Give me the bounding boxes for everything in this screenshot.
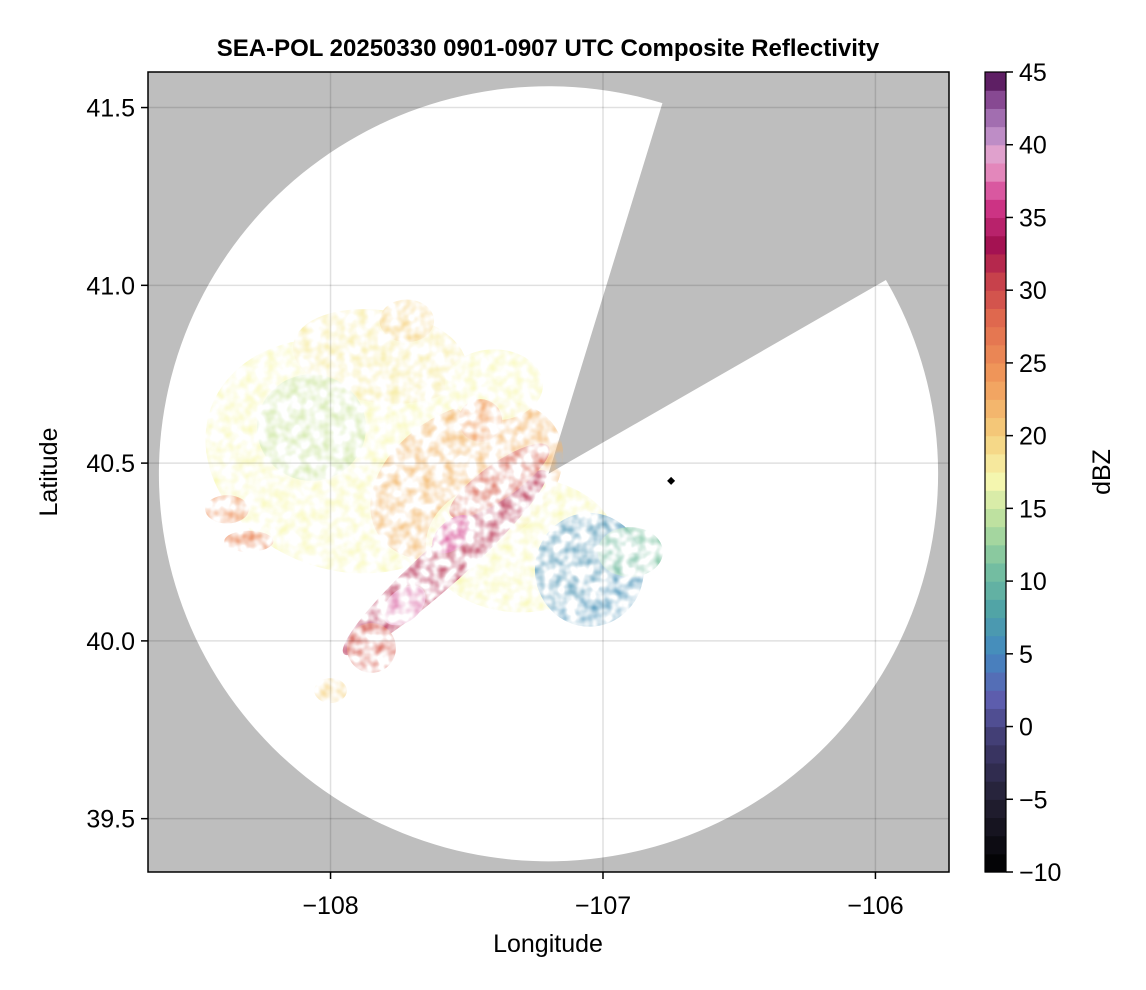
colorbar-segment xyxy=(985,472,1006,491)
echo-east-tail xyxy=(597,527,663,577)
echo-west-edge-cell xyxy=(205,495,249,524)
colorbar-segment xyxy=(985,617,1006,637)
colorbar-tick-label: 15 xyxy=(1019,495,1047,523)
colorbar-segment xyxy=(985,217,1006,237)
colorbar-segment xyxy=(985,162,1006,182)
colorbar-tick-label: 0 xyxy=(1019,714,1033,742)
y-axis-ticks: 39.5 40.0 40.5 41.0 41.5 xyxy=(86,95,148,834)
colorbar-segment xyxy=(985,544,1006,564)
colorbar-tick-label: 45 xyxy=(1019,59,1047,87)
colorbar-segment xyxy=(985,235,1006,255)
colorbar-label: dBZ xyxy=(1088,449,1116,495)
colorbar-segment xyxy=(985,653,1006,673)
colorbar-segment xyxy=(985,708,1006,728)
echo-central-cell xyxy=(458,399,503,442)
colorbar-segment xyxy=(985,362,1006,382)
chart-title: SEA-POL 20250330 0901-0907 UTC Composite… xyxy=(217,35,880,62)
colorbar-tick-label: 10 xyxy=(1019,568,1047,596)
colorbar-segment xyxy=(985,290,1006,309)
echo-southwest-cell xyxy=(346,623,396,673)
colorbar-segment xyxy=(985,781,1006,800)
colorbar-segment xyxy=(985,453,1006,473)
colorbar-segment xyxy=(985,635,1006,655)
echo-north-band xyxy=(449,443,550,519)
colorbar-tick-label: 20 xyxy=(1019,423,1047,451)
plot-frame xyxy=(147,71,950,873)
colorbar-segment xyxy=(985,817,1006,837)
colorbar-segment xyxy=(985,144,1006,164)
x-tick-label: −106 xyxy=(847,892,903,920)
colorbar-segment xyxy=(985,599,1006,619)
colorbar-segment xyxy=(985,744,1006,764)
y-tick-label: 41.0 xyxy=(86,272,135,300)
y-tick-label: 39.5 xyxy=(86,806,135,834)
colorbar-tick-label: 30 xyxy=(1019,277,1047,305)
colorbar-tick-label: 35 xyxy=(1019,204,1047,232)
site-marker-diamond xyxy=(667,476,676,485)
colorbar-segment xyxy=(985,199,1006,219)
colorbar-segment xyxy=(985,272,1006,291)
colorbar-tick-label: −5 xyxy=(1019,786,1048,814)
colorbar-segment xyxy=(985,417,1006,437)
colorbar-segment xyxy=(985,181,1006,200)
colorbar-segment xyxy=(985,72,1006,91)
echo-north-cells xyxy=(379,299,435,343)
colorbar-segment xyxy=(985,253,1006,273)
colorbar-segment xyxy=(985,690,1006,709)
colorbar-segment xyxy=(985,726,1006,746)
grid-lines xyxy=(148,72,949,872)
x-tick-label: −108 xyxy=(302,892,358,920)
colorbar-segment xyxy=(985,490,1006,509)
colorbar-segment xyxy=(985,326,1006,346)
echo-far-west-cell xyxy=(224,530,274,552)
colorbar-tick-label: 5 xyxy=(1019,641,1033,669)
colorbar-segment xyxy=(985,526,1006,546)
x-axis-label: Longitude xyxy=(493,930,603,958)
y-tick-label: 41.5 xyxy=(86,95,135,123)
colorbar-tick-label: 25 xyxy=(1019,350,1047,378)
colorbar-segment xyxy=(985,435,1006,455)
colorbar-segment xyxy=(985,799,1006,819)
y-tick-label: 40.5 xyxy=(86,450,135,478)
colorbar-segment xyxy=(985,762,1006,782)
colorbar-segment xyxy=(985,344,1006,364)
colorbar-segment xyxy=(985,108,1006,128)
colorbar-tick-label: −10 xyxy=(1019,859,1061,887)
colorbar-segment xyxy=(985,562,1006,582)
colorbar-segment xyxy=(985,508,1006,528)
echo-west-light xyxy=(256,374,366,481)
colorbar-frame xyxy=(984,71,1007,873)
reflectivity-echoes xyxy=(205,299,663,704)
colorbar-segment xyxy=(985,126,1006,146)
echo-intense-cell-2 xyxy=(432,515,475,554)
y-tick-label: 40.0 xyxy=(86,628,135,656)
y-axis-label: Latitude xyxy=(35,428,63,517)
colorbar: −10 −5 0 5 10 15 20 25 30 35 40 45 xyxy=(984,59,1061,887)
colorbar-segment xyxy=(985,399,1006,419)
x-axis-ticks: −108 −107 −106 xyxy=(302,872,904,920)
colorbar-segment xyxy=(985,90,1006,109)
colorbar-segment xyxy=(985,853,1006,873)
colorbar-segment xyxy=(985,581,1006,600)
x-tick-label: −107 xyxy=(575,892,631,920)
colorbar-segment xyxy=(985,835,1006,855)
colorbar-segment xyxy=(985,672,1006,691)
echo-south-trail xyxy=(314,678,347,704)
echo-intense-cell-1 xyxy=(382,585,426,626)
colorbar-segment xyxy=(985,381,1006,400)
colorbar-segment xyxy=(985,308,1006,328)
colorbar-tick-label: 40 xyxy=(1019,132,1047,160)
